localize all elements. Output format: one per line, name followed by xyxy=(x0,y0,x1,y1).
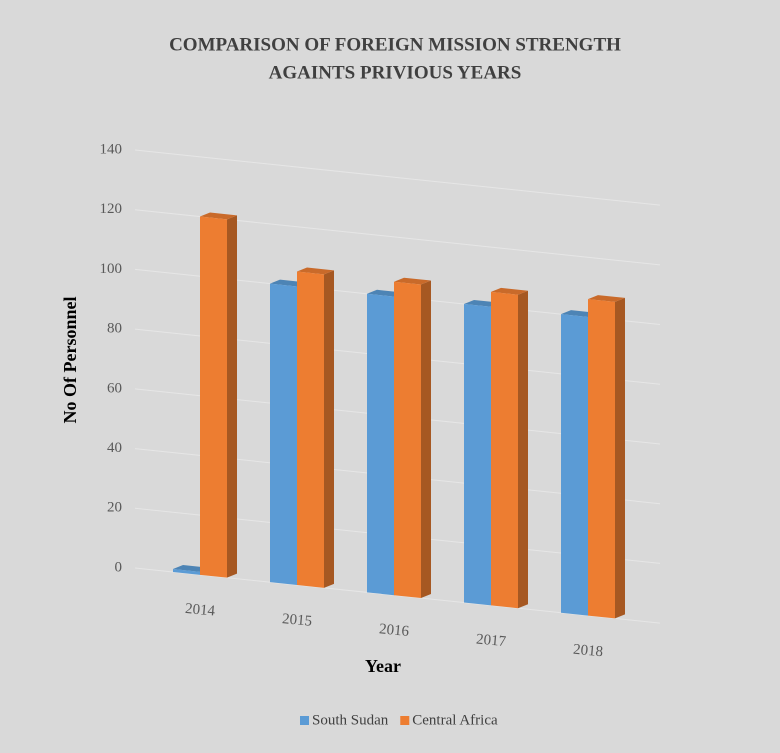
y-tick-label: 120 xyxy=(100,201,123,217)
bar-side xyxy=(227,215,237,578)
y-tick-label: 0 xyxy=(115,559,123,575)
x-tick-label: 2016 xyxy=(378,621,410,640)
bar xyxy=(561,314,588,616)
bar xyxy=(173,569,200,575)
bar xyxy=(367,293,394,596)
x-tick-label: 2017 xyxy=(475,632,507,651)
bar-top xyxy=(394,277,431,285)
bar-top xyxy=(588,295,625,302)
x-tick-label: 2014 xyxy=(184,601,216,620)
bar xyxy=(464,303,491,606)
y-tick-label: 20 xyxy=(107,500,122,516)
x-tick-label: 2015 xyxy=(281,611,312,630)
bar-side xyxy=(518,290,528,609)
bar xyxy=(588,299,615,619)
x-axis-title: Year xyxy=(365,656,401,676)
y-tick-label: 60 xyxy=(107,380,122,396)
bar xyxy=(491,291,518,609)
legend-swatch xyxy=(400,716,410,725)
y-tick-label: 40 xyxy=(107,440,122,456)
bar xyxy=(394,281,421,599)
legend-label: South Sudan xyxy=(312,712,389,728)
legend-swatch xyxy=(300,716,309,725)
grid-line xyxy=(134,149,661,206)
bar-top xyxy=(491,287,528,295)
bar-side xyxy=(421,280,431,599)
y-tick-label: 140 xyxy=(100,141,123,157)
bar-top xyxy=(200,212,237,220)
bar-side xyxy=(324,270,334,588)
y-tick-label: 100 xyxy=(100,261,123,277)
y-axis-title: No Of Personnel xyxy=(60,297,80,424)
chart-title: COMPARISON OF FOREIGN MISSION STRENGTH xyxy=(169,34,621,55)
legend-label: Central Africa xyxy=(412,712,498,728)
chart-subtitle: AGAINTS PRIVIOUS YEARS xyxy=(269,62,522,83)
x-tick-label: 2018 xyxy=(572,642,603,661)
bar xyxy=(200,216,227,578)
bar-top xyxy=(297,267,334,275)
y-tick-label: 80 xyxy=(107,321,122,337)
bar-side xyxy=(615,297,625,619)
bar xyxy=(270,283,297,586)
bar xyxy=(297,271,324,588)
